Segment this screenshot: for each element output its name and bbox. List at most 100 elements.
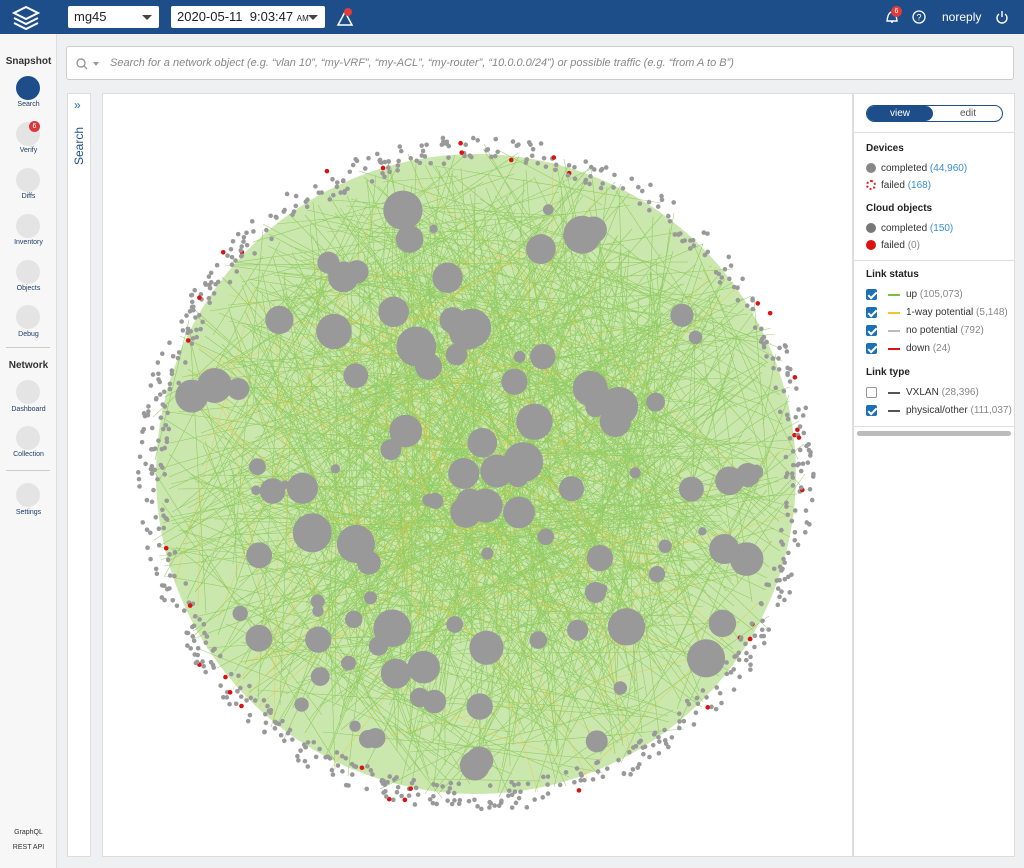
nav-label[interactable]: Verify — [19, 147, 38, 154]
graph-node — [193, 660, 199, 666]
graph-node — [229, 254, 235, 260]
section-heading: Snapshot — [5, 56, 52, 67]
graph-node — [335, 763, 341, 768]
graph-cluster — [445, 343, 468, 366]
graph-node — [233, 258, 238, 263]
graph-node — [734, 653, 739, 659]
time-select[interactable]: 2020-05-11 9:03:47 AM — [171, 6, 325, 28]
graph-node — [530, 146, 536, 152]
graph-node — [430, 800, 436, 806]
alert-icon[interactable] — [336, 8, 356, 28]
graph-node — [790, 475, 796, 480]
graph-node — [408, 156, 414, 161]
nav-label[interactable]: Collection — [13, 451, 44, 458]
legend-row: VXLAN (28,396) — [866, 387, 1016, 398]
graph-node — [784, 412, 790, 418]
nav-label[interactable]: Diffs — [21, 193, 36, 200]
snapshot-select[interactable]: mg45 — [68, 6, 159, 28]
verify-badge: 6 — [29, 121, 40, 132]
nav-icon[interactable] — [16, 426, 40, 450]
graph-node — [647, 207, 652, 213]
nav-icon[interactable] — [16, 76, 40, 100]
nav-label[interactable]: Dashboard — [11, 406, 46, 413]
help-icon[interactable]: ? — [912, 10, 926, 24]
graph-node — [752, 644, 757, 650]
checkbox[interactable] — [866, 289, 877, 300]
graph-node — [391, 797, 396, 803]
graph-cluster — [646, 392, 666, 412]
nav-icon[interactable] — [16, 168, 40, 192]
graph-node — [183, 360, 188, 365]
graph-node — [396, 158, 401, 164]
section-heading: Link type — [866, 367, 910, 378]
graph-canvas[interactable] — [102, 93, 853, 857]
graph-node — [194, 327, 199, 333]
nav-label[interactable]: Search — [17, 101, 40, 108]
graph-node — [803, 405, 809, 411]
graph-node — [353, 156, 359, 162]
graph-node — [451, 790, 457, 796]
checkbox[interactable] — [866, 307, 877, 318]
graph-cluster — [317, 251, 340, 274]
nav-icon[interactable] — [16, 214, 40, 238]
graph-node — [752, 325, 758, 330]
graph-node — [787, 435, 793, 441]
graph-node — [217, 653, 223, 659]
legend-count: (792) — [960, 325, 984, 337]
graph-node — [655, 204, 661, 209]
graph-node — [153, 514, 159, 520]
expand-icon[interactable]: » — [74, 98, 81, 112]
legend-row: down (24) — [866, 343, 1016, 354]
graph-node — [784, 504, 789, 509]
graph-cluster — [467, 428, 498, 458]
logo[interactable] — [12, 4, 40, 30]
datetime: 2020-05-11 9:03:47 — [177, 9, 294, 24]
graph-node — [185, 330, 190, 336]
graph-node — [598, 168, 604, 173]
nav-icon[interactable] — [16, 305, 40, 329]
graph-node — [684, 698, 690, 704]
graph-node — [766, 627, 772, 632]
footer-link[interactable]: GraphQL — [14, 829, 43, 836]
graph-node — [146, 409, 151, 414]
graph-node — [386, 159, 392, 164]
search-bar[interactable]: Search for a network object (e.g. “vlan … — [66, 46, 1014, 80]
graph-cluster — [251, 485, 261, 496]
checkbox[interactable] — [866, 325, 877, 336]
nav-icon[interactable] — [16, 483, 40, 507]
graph-node — [759, 601, 764, 607]
graph-node — [152, 467, 158, 473]
graph-cluster — [448, 457, 480, 489]
graph-node — [510, 139, 516, 144]
graph-node — [695, 701, 701, 707]
nav-label[interactable]: Inventory — [14, 239, 43, 246]
checkbox[interactable] — [866, 405, 877, 416]
nav-icon[interactable] — [16, 380, 40, 404]
scrollbar[interactable] — [857, 431, 1011, 436]
graph-node — [293, 203, 299, 209]
user-name[interactable]: noreply — [942, 10, 982, 24]
graph-node — [583, 159, 589, 164]
graph-node — [792, 432, 797, 438]
mode-edit[interactable]: edit — [959, 108, 977, 119]
checkbox[interactable] — [866, 343, 877, 354]
graph-node — [197, 617, 202, 622]
mode-view[interactable]: view — [867, 106, 933, 121]
logout-icon[interactable] — [995, 10, 1009, 24]
graph-node — [578, 778, 584, 783]
footer-link[interactable]: REST API — [12, 844, 45, 851]
mode-toggle[interactable]: view edit — [866, 105, 1003, 122]
graph-node — [167, 551, 172, 557]
nav-icon[interactable] — [16, 260, 40, 284]
nav-label[interactable]: Objects — [16, 285, 41, 292]
graph-cluster — [580, 216, 607, 244]
graph-node — [235, 231, 241, 237]
graph-node — [343, 755, 349, 761]
graph-node — [600, 774, 606, 780]
side-tab[interactable]: » Search — [67, 93, 91, 857]
graph-node — [136, 476, 142, 482]
nav-label[interactable]: Settings — [15, 509, 42, 516]
nav-label[interactable]: Debug — [18, 331, 39, 338]
graph-node — [284, 191, 290, 197]
checkbox[interactable] — [866, 387, 877, 398]
